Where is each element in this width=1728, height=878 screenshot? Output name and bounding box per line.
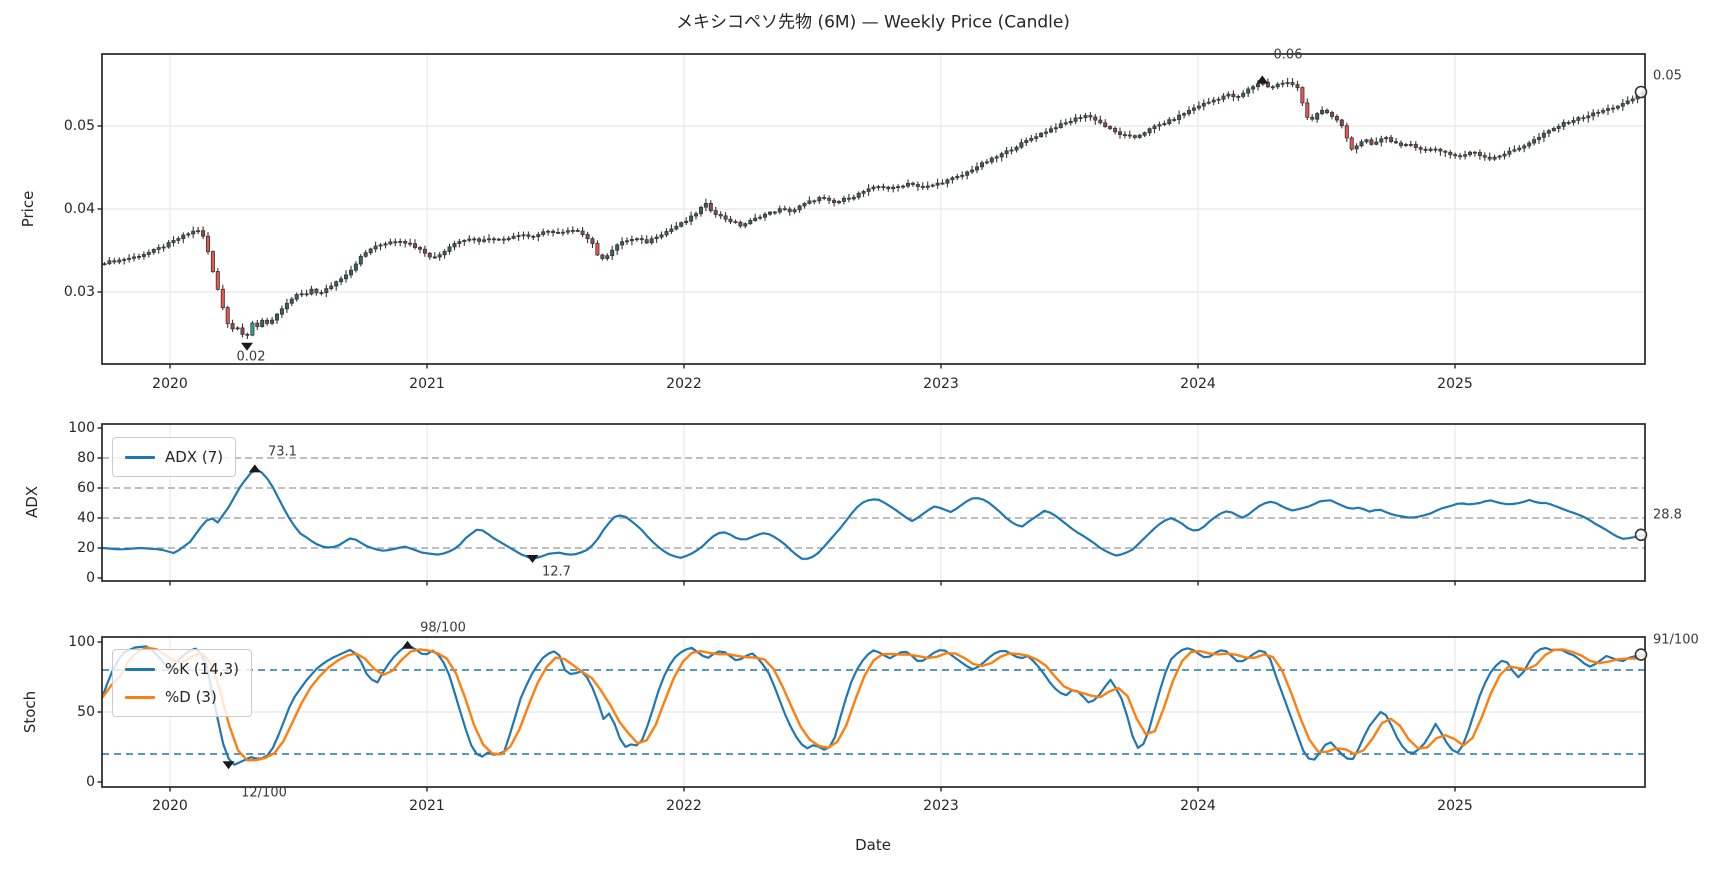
stoch-legend-label-k: %K (14,3) [165,660,239,678]
stoch-legend-label-d: %D (3) [165,688,217,706]
annotation-stoch-high: 98/100 [420,620,466,636]
stoch-legend-row-k: %K (14,3) [125,655,239,683]
stoch-legend-row-d: %D (3) [125,683,239,711]
adx-legend-row: ADX (7) [125,443,223,471]
x-tick-year-price: 2025 [1437,376,1473,392]
x-tick-year-stoch: 2020 [152,798,188,814]
adx-legend: ADX (7) [112,437,237,477]
price-axis-label: Price [19,190,37,228]
x-tick-year-stoch: 2024 [1180,798,1216,814]
stoch-legend: %K (14,3) %D (3) [112,649,252,717]
y-tick-adx: 20 [77,540,95,556]
y-tick-stoch: 50 [77,704,95,720]
annotation-adx-low: 12.7 [542,564,571,580]
percent-d-line-swatch [125,695,155,699]
x-tick-year-stoch: 2021 [409,798,445,814]
y-tick-adx: 40 [77,510,95,526]
y-tick-adx: 80 [77,450,95,466]
adx-axis-label: ADX [23,485,41,519]
x-tick-year-price: 2020 [152,376,188,392]
chart-title: メキシコペソ先物 (6M) — Weekly Price (Candle) [676,12,1070,33]
annotation-price-low: 0.02 [236,349,266,365]
stoch-axis-label: Stoch [21,690,39,734]
percent-k-line-swatch [125,667,155,671]
x-tick-year-stoch: 2022 [666,798,702,814]
adx-line-swatch [125,455,155,459]
annotation-stoch-last: 91/100 [1653,632,1699,648]
y-tick-stoch: 100 [68,634,95,650]
annotation-price-last: 0.05 [1653,68,1682,84]
annotation-stoch-low: 12/100 [241,785,287,801]
annotation-price-high: 0.06 [1273,47,1303,63]
annotation-adx-last: 28.8 [1653,507,1682,523]
x-tick-year-stoch: 2023 [923,798,959,814]
y-tick-price: 0.03 [63,284,95,300]
y-tick-adx: 60 [77,480,95,496]
y-tick-stoch: 0 [86,774,95,790]
x-tick-year-price: 2024 [1180,376,1216,392]
date-axis-label: Date [855,836,891,854]
x-tick-year-price: 2021 [409,376,445,392]
x-tick-year-price: 2022 [666,376,702,392]
adx-legend-label: ADX (7) [165,448,224,466]
annotation-adx-high: 73.1 [268,444,297,460]
y-tick-price: 0.05 [63,118,95,134]
y-tick-adx: 100 [68,420,95,436]
x-tick-year-stoch: 2025 [1437,798,1473,814]
x-tick-year-price: 2023 [923,376,959,392]
y-tick-adx: 0 [86,570,95,586]
y-tick-price: 0.04 [63,201,95,217]
